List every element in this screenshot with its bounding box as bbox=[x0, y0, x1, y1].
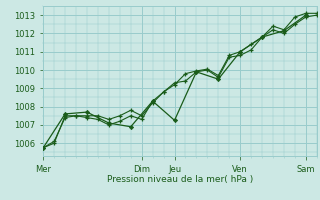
X-axis label: Pression niveau de la mer( hPa ): Pression niveau de la mer( hPa ) bbox=[107, 175, 253, 184]
